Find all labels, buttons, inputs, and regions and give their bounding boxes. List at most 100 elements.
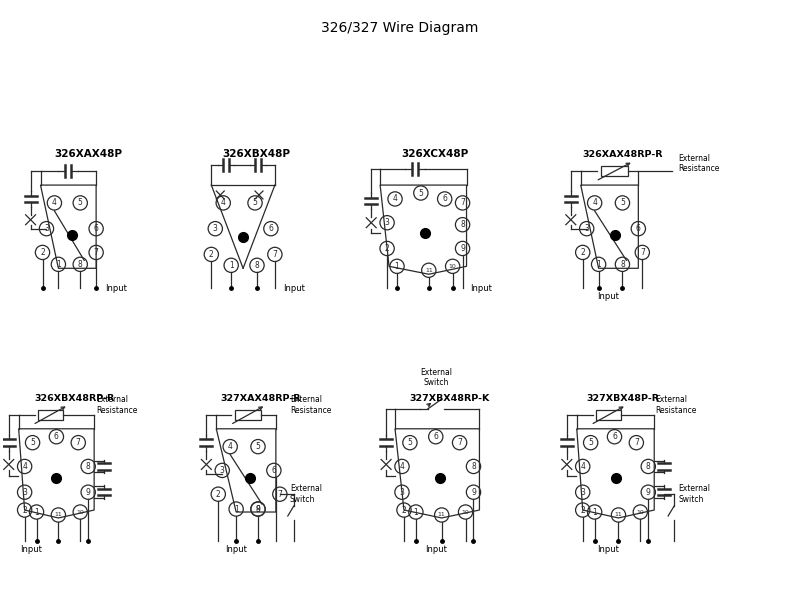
Text: 4: 4 xyxy=(580,462,585,471)
Text: 10: 10 xyxy=(449,264,457,269)
Text: External
Resistance: External Resistance xyxy=(290,395,331,415)
Text: 7: 7 xyxy=(634,438,638,447)
Text: 2: 2 xyxy=(580,248,585,257)
Text: 5: 5 xyxy=(253,199,258,208)
Text: Input: Input xyxy=(470,284,492,293)
Text: Input: Input xyxy=(226,545,247,554)
Text: 326XBX48P: 326XBX48P xyxy=(222,149,290,160)
Text: External
Switch: External Switch xyxy=(420,368,452,387)
Text: 4: 4 xyxy=(221,199,226,208)
Text: 3: 3 xyxy=(213,224,218,233)
Bar xyxy=(38,410,63,420)
Text: 5: 5 xyxy=(418,188,423,197)
Text: Input: Input xyxy=(283,284,305,293)
Text: 2: 2 xyxy=(22,506,27,515)
Text: 7: 7 xyxy=(640,248,645,257)
Text: 327XBX48RP-K: 327XBX48RP-K xyxy=(410,394,490,403)
Text: 327XBX48P-R: 327XBX48P-R xyxy=(586,394,659,403)
Text: 4: 4 xyxy=(52,199,57,208)
Text: 3: 3 xyxy=(385,218,390,227)
Text: 2: 2 xyxy=(402,506,406,515)
Text: 3: 3 xyxy=(220,466,225,475)
Text: 3: 3 xyxy=(584,224,589,233)
Text: 3: 3 xyxy=(580,488,585,497)
Text: 6: 6 xyxy=(636,224,641,233)
Text: 6: 6 xyxy=(612,432,617,441)
Text: 8: 8 xyxy=(254,261,259,270)
Text: 9: 9 xyxy=(471,488,476,497)
Text: 326XCX48P: 326XCX48P xyxy=(401,149,468,160)
Text: 4: 4 xyxy=(592,199,597,208)
Text: 8: 8 xyxy=(646,462,650,471)
Text: 7: 7 xyxy=(94,248,98,257)
Text: 6: 6 xyxy=(434,432,438,441)
Bar xyxy=(235,410,261,420)
Text: 1: 1 xyxy=(596,260,601,269)
Text: 6: 6 xyxy=(442,194,447,203)
Text: Input: Input xyxy=(425,545,446,554)
Text: 9: 9 xyxy=(646,488,650,497)
Text: 7: 7 xyxy=(457,438,462,447)
Text: 5: 5 xyxy=(255,442,261,451)
Text: External
Resistance: External Resistance xyxy=(96,395,138,415)
Text: 5: 5 xyxy=(407,438,412,447)
Text: 7: 7 xyxy=(273,250,278,259)
Text: 9: 9 xyxy=(460,244,465,253)
Text: External
Switch: External Switch xyxy=(290,484,322,504)
Text: 2: 2 xyxy=(209,250,214,259)
Text: 9: 9 xyxy=(255,505,261,514)
Text: 6: 6 xyxy=(94,224,98,233)
Text: 2: 2 xyxy=(580,506,585,515)
Text: External
Resistance: External Resistance xyxy=(655,395,697,415)
Text: 1: 1 xyxy=(34,508,39,517)
Text: 327XAX48RP-R: 327XAX48RP-R xyxy=(221,394,302,403)
Text: 6: 6 xyxy=(271,466,276,475)
Text: 5: 5 xyxy=(588,438,593,447)
Text: 2: 2 xyxy=(385,244,390,253)
Text: Input: Input xyxy=(20,545,42,554)
Text: 8: 8 xyxy=(256,505,260,514)
Text: 1: 1 xyxy=(414,508,418,517)
Text: 4: 4 xyxy=(399,462,405,471)
Text: 4: 4 xyxy=(22,462,27,471)
Text: 8: 8 xyxy=(86,462,90,471)
Text: 1: 1 xyxy=(234,505,238,514)
Text: 3: 3 xyxy=(22,488,27,497)
Text: 326XAX48RP-R: 326XAX48RP-R xyxy=(582,151,662,160)
Text: 2: 2 xyxy=(216,490,221,499)
Text: 1: 1 xyxy=(394,262,399,271)
Text: Input: Input xyxy=(598,292,619,301)
Text: 8: 8 xyxy=(620,260,625,269)
Text: 4: 4 xyxy=(228,442,233,451)
Text: 326/327 Wire Diagram: 326/327 Wire Diagram xyxy=(322,20,478,35)
Text: 7: 7 xyxy=(460,199,465,208)
Text: 11: 11 xyxy=(438,512,446,517)
Text: 5: 5 xyxy=(620,199,625,208)
Text: 9: 9 xyxy=(86,488,90,497)
Bar xyxy=(596,410,622,420)
Text: Input: Input xyxy=(598,545,619,554)
Text: 3: 3 xyxy=(399,488,405,497)
Text: 7: 7 xyxy=(278,490,282,499)
Text: 8: 8 xyxy=(460,220,465,229)
Text: Input: Input xyxy=(105,284,127,293)
Text: 1: 1 xyxy=(229,261,234,270)
Text: External
Switch: External Switch xyxy=(678,484,710,504)
Text: 11: 11 xyxy=(54,512,62,517)
Text: 2: 2 xyxy=(40,248,45,257)
Text: 10: 10 xyxy=(76,509,84,515)
Text: 10: 10 xyxy=(462,509,470,515)
Text: External
Resistance: External Resistance xyxy=(678,154,719,173)
Bar xyxy=(601,166,629,176)
Text: 5: 5 xyxy=(30,438,35,447)
Text: 6: 6 xyxy=(54,432,59,441)
Text: 4: 4 xyxy=(393,194,398,203)
Text: 8: 8 xyxy=(471,462,476,471)
Text: 1: 1 xyxy=(56,260,61,269)
Text: 11: 11 xyxy=(425,268,433,273)
Text: 1: 1 xyxy=(592,508,597,517)
Text: 7: 7 xyxy=(76,438,81,447)
Text: 8: 8 xyxy=(78,260,82,269)
Text: 5: 5 xyxy=(78,199,82,208)
Text: 11: 11 xyxy=(614,512,622,517)
